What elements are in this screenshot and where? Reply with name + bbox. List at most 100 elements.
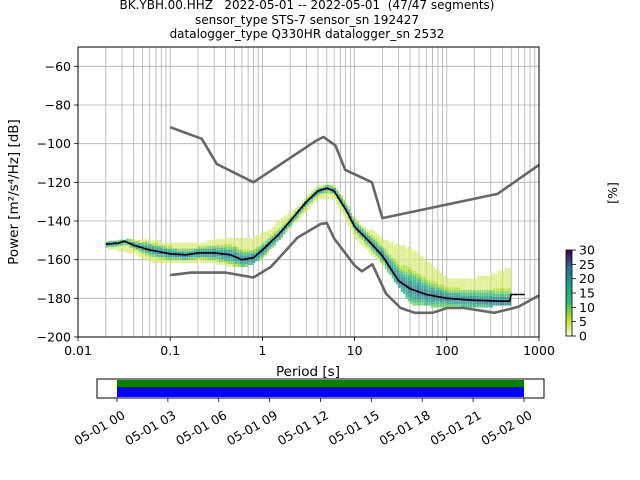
- density-cell: [492, 273, 496, 277]
- density-cell: [373, 251, 376, 255]
- density-cell: [469, 287, 473, 291]
- density-cell: [294, 219, 297, 223]
- density-cell: [463, 295, 466, 299]
- density-cell: [329, 193, 332, 197]
- density-cell: [223, 238, 226, 242]
- density-cell: [456, 295, 459, 299]
- density-cell: [131, 238, 134, 242]
- density-cell: [320, 190, 323, 194]
- colorbar-tick-label: 15: [579, 286, 595, 301]
- density-cell: [285, 226, 288, 230]
- density-cell: [156, 251, 159, 255]
- density-cell: [241, 261, 244, 265]
- density-cell: [361, 228, 364, 232]
- density-cell: [207, 257, 210, 261]
- density-cell: [380, 251, 383, 255]
- density-cell: [504, 302, 507, 306]
- density-cell: [172, 245, 175, 249]
- density-cell: [209, 245, 212, 249]
- density-cell: [492, 302, 496, 306]
- density-cell: [391, 261, 394, 265]
- density-cell: [290, 216, 293, 220]
- density-cell: [497, 285, 500, 289]
- density-cell: [287, 224, 290, 228]
- density-cell: [495, 279, 498, 283]
- density-cell: [396, 261, 399, 265]
- density-cell: [502, 293, 505, 297]
- density-cell: [255, 249, 258, 253]
- density-cell: [416, 262, 420, 265]
- density-cell: [124, 242, 127, 246]
- density-cell: [391, 258, 394, 262]
- density-cell: [391, 272, 394, 276]
- density-cell: [479, 304, 482, 308]
- density-cell: [449, 298, 452, 302]
- density-cell: [133, 238, 136, 242]
- density-cell: [223, 259, 226, 263]
- density-cell: [165, 242, 168, 246]
- density-cell: [370, 246, 373, 250]
- density-cell: [257, 249, 260, 253]
- density-cell: [442, 298, 445, 302]
- density-cell: [380, 254, 383, 258]
- density-cell: [278, 222, 281, 226]
- density-cell: [481, 275, 484, 279]
- density-cell: [465, 301, 468, 305]
- density-cell: [154, 239, 157, 243]
- density-cell: [354, 236, 357, 240]
- density-cell: [255, 252, 258, 256]
- density-cell: [460, 304, 463, 308]
- density-cell: [375, 250, 378, 254]
- density-cell: [144, 253, 148, 257]
- density-cell: [156, 260, 159, 264]
- density-cell: [495, 285, 498, 289]
- density-cell: [416, 291, 420, 294]
- density-cell: [414, 296, 417, 300]
- density-cell: [193, 245, 196, 249]
- density-cell: [497, 279, 500, 283]
- density-cell: [280, 217, 284, 221]
- density-cell: [195, 254, 198, 258]
- density-cell: [214, 248, 217, 252]
- density-cell: [444, 281, 447, 285]
- density-cell: [172, 260, 175, 264]
- density-cell: [495, 276, 498, 280]
- density-cell: [230, 249, 233, 253]
- density-cell: [393, 276, 396, 280]
- density-cell: [218, 238, 221, 242]
- density-cell: [437, 269, 440, 273]
- density-cell: [483, 304, 486, 308]
- density-cell: [483, 295, 486, 299]
- density-cell: [423, 259, 426, 263]
- density-cell: [147, 246, 150, 250]
- density-cell: [472, 293, 475, 296]
- density-cell: [237, 261, 240, 265]
- density-cell: [221, 256, 224, 260]
- density-cell: [423, 285, 426, 289]
- density-cell: [255, 235, 258, 238]
- density-cell: [403, 270, 406, 274]
- density-cell: [416, 282, 420, 286]
- density-cell: [292, 212, 295, 216]
- density-cell: [276, 224, 279, 228]
- density-cell: [140, 248, 143, 252]
- density-cell: [421, 293, 424, 297]
- density-cell: [469, 293, 473, 296]
- density-cell: [504, 285, 507, 289]
- density-cell: [444, 278, 447, 282]
- density-cell: [363, 241, 366, 245]
- density-cell: [327, 184, 330, 188]
- density-cell: [297, 211, 300, 215]
- density-cell: [267, 235, 270, 239]
- density-cell: [423, 291, 426, 294]
- density-cell: [453, 304, 456, 308]
- density-cell: [188, 254, 191, 258]
- density-cell: [308, 200, 311, 204]
- density-cell: [476, 278, 479, 282]
- density-cell: [460, 281, 463, 285]
- density-cell: [398, 282, 401, 286]
- density-cell: [161, 245, 164, 249]
- density-cell: [423, 273, 426, 277]
- density-cell: [403, 273, 406, 277]
- density-cell: [410, 294, 413, 298]
